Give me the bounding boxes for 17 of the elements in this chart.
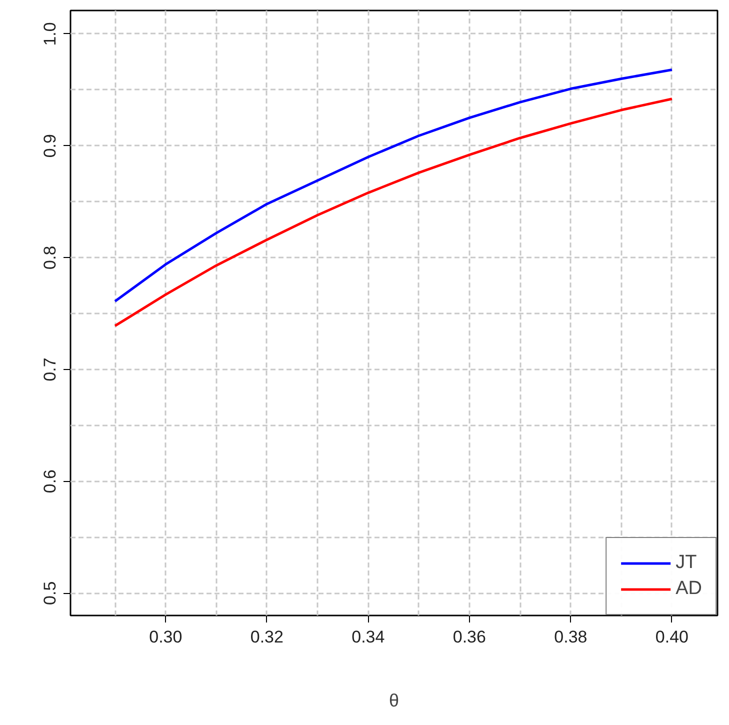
y-tick-label: 0.8 bbox=[40, 246, 60, 270]
y-tick-label: 0.6 bbox=[40, 469, 60, 494]
x-tick-label: 0.32 bbox=[250, 628, 284, 646]
x-tick-label: 0.40 bbox=[655, 628, 688, 646]
x-tick-label: 0.38 bbox=[554, 628, 588, 646]
legend-label: AD bbox=[676, 578, 702, 600]
x-tick-label: 0.34 bbox=[352, 628, 385, 646]
y-tick-label: 0.7 bbox=[40, 358, 60, 382]
line-series bbox=[114, 68, 674, 303]
x-tick-label: 0.30 bbox=[149, 628, 182, 646]
legend-label: JT bbox=[676, 552, 697, 574]
x-axis-title: θ bbox=[388, 690, 400, 710]
y-tick-label: 0.9 bbox=[40, 134, 60, 158]
x-tick-label: 0.36 bbox=[452, 628, 486, 646]
line-series bbox=[114, 98, 674, 328]
y-tick-label: 0.5 bbox=[40, 581, 60, 605]
y-tick-label: 1.0 bbox=[40, 22, 60, 46]
